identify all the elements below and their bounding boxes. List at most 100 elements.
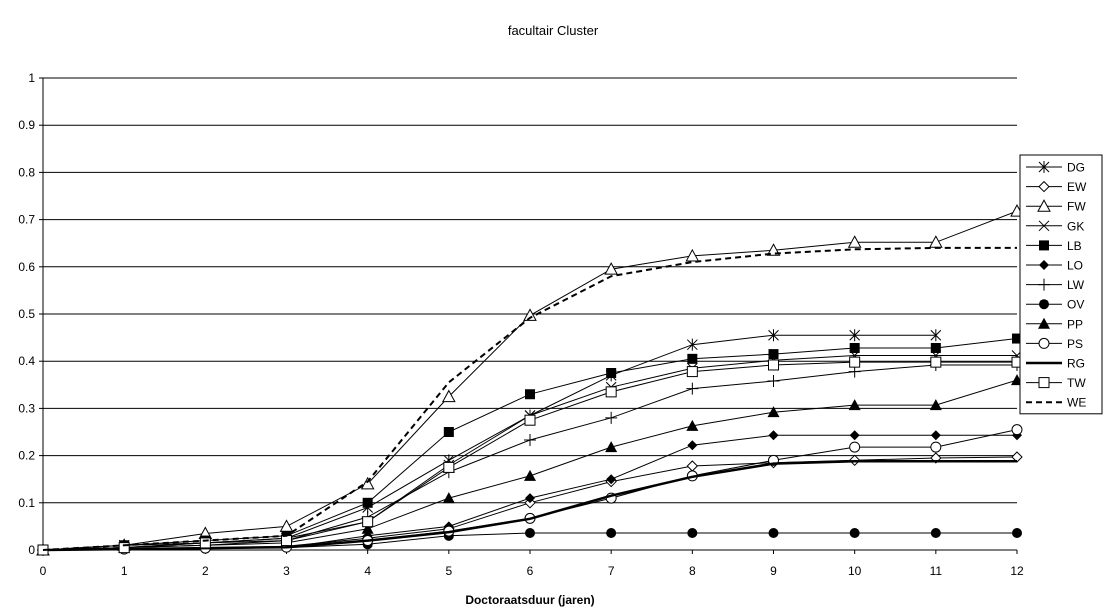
data-point xyxy=(930,528,941,539)
legend-item: OV xyxy=(1026,298,1084,312)
legend-label: FW xyxy=(1067,200,1086,214)
data-point xyxy=(1039,260,1049,270)
series-line xyxy=(42,379,1018,551)
data-point xyxy=(685,248,700,262)
data-point xyxy=(605,441,618,453)
data-point xyxy=(281,535,292,547)
y-tick-label: 0.2 xyxy=(18,449,35,463)
data-point xyxy=(441,389,456,403)
x-axis-ticks: 0 1 2 3 4 5 6 7 8 9 10 11 12 xyxy=(40,550,1024,578)
series-line xyxy=(42,246,1017,551)
series-lw xyxy=(37,358,1023,556)
data-point xyxy=(849,329,861,342)
data-point xyxy=(1037,199,1051,212)
data-point xyxy=(443,427,454,437)
data-point xyxy=(930,430,941,441)
data-point xyxy=(443,461,455,473)
y-tick-label: 0.9 xyxy=(18,118,35,132)
data-point xyxy=(768,528,779,539)
x-tick-label: 5 xyxy=(445,564,452,578)
data-point xyxy=(687,440,698,451)
legend-label: PP xyxy=(1067,317,1083,331)
data-point xyxy=(767,406,780,418)
data-point xyxy=(930,441,942,453)
data-point xyxy=(1012,333,1022,344)
data-point xyxy=(768,430,779,441)
data-point xyxy=(606,474,617,485)
data-point xyxy=(1038,220,1050,232)
series-we xyxy=(42,246,1017,551)
data-point xyxy=(849,441,861,453)
x-tick-label: 11 xyxy=(930,564,943,578)
data-point xyxy=(849,430,860,441)
data-point xyxy=(606,368,617,378)
x-tick-label: 10 xyxy=(848,564,862,578)
data-point xyxy=(1038,180,1050,193)
legend-item: WE xyxy=(1026,396,1086,410)
legend-item: DG xyxy=(1026,161,1085,175)
data-point xyxy=(361,522,374,534)
data-point xyxy=(930,329,942,342)
data-point xyxy=(687,528,698,539)
data-point xyxy=(768,329,779,342)
x-tick-label: 9 xyxy=(770,564,777,578)
data-point xyxy=(686,460,699,472)
data-point xyxy=(1038,377,1050,389)
data-point xyxy=(930,356,942,368)
data-point xyxy=(929,399,942,411)
series-gk xyxy=(37,350,1023,556)
data-point xyxy=(687,353,698,364)
legend-item: LO xyxy=(1026,259,1083,273)
legend-label: PS xyxy=(1067,337,1083,351)
y-axis-ticks: 0 0.1 0.2 0.3 0.4 0.5 0.6 0.7 0.8 0.9 1 xyxy=(18,71,43,557)
y-tick-label: 0 xyxy=(28,543,35,557)
legend-label: GK xyxy=(1067,219,1084,233)
data-point xyxy=(1038,317,1050,329)
legend-label: TW xyxy=(1067,376,1086,390)
data-point xyxy=(848,399,861,411)
legend-label: RG xyxy=(1067,357,1085,371)
series-pp xyxy=(37,374,1023,555)
x-tick-label: 0 xyxy=(40,564,47,578)
data-point xyxy=(605,386,617,398)
data-point xyxy=(524,434,536,447)
legend-item: EW xyxy=(1026,180,1087,194)
series-ew xyxy=(37,451,1023,556)
data-point xyxy=(525,528,535,539)
y-tick-label: 0.4 xyxy=(18,354,35,368)
data-point xyxy=(768,349,779,360)
data-point xyxy=(1012,528,1022,539)
data-point xyxy=(1039,240,1049,251)
legend-label: WE xyxy=(1067,396,1086,410)
data-point xyxy=(279,519,294,532)
data-point xyxy=(686,382,699,395)
data-point xyxy=(930,342,941,353)
data-point xyxy=(1039,299,1049,310)
legend-item: TW xyxy=(1026,376,1086,390)
data-point xyxy=(1011,424,1023,436)
data-point xyxy=(1038,161,1050,173)
legend-label: LO xyxy=(1067,259,1083,273)
data-point xyxy=(605,411,618,424)
data-point xyxy=(523,308,537,321)
data-point xyxy=(362,497,373,508)
legend-label: OV xyxy=(1067,298,1084,312)
legend-label: DG xyxy=(1067,161,1085,175)
legend-item: PS xyxy=(1026,337,1083,351)
legend-item: PP xyxy=(1026,317,1083,331)
data-point xyxy=(118,542,130,554)
data-point xyxy=(524,414,536,426)
series-dg xyxy=(37,329,942,556)
data-point xyxy=(686,366,698,378)
x-tick-label: 3 xyxy=(283,564,290,578)
y-tick-label: 0.5 xyxy=(18,307,35,321)
x-tick-label: 1 xyxy=(121,564,128,578)
data-point xyxy=(849,342,860,353)
data-point xyxy=(686,419,699,431)
legend-item: LW xyxy=(1026,278,1085,292)
data-point xyxy=(606,528,617,539)
y-tick-label: 0.7 xyxy=(18,213,35,227)
y-tick-label: 0.6 xyxy=(18,260,35,274)
data-point xyxy=(767,375,780,388)
